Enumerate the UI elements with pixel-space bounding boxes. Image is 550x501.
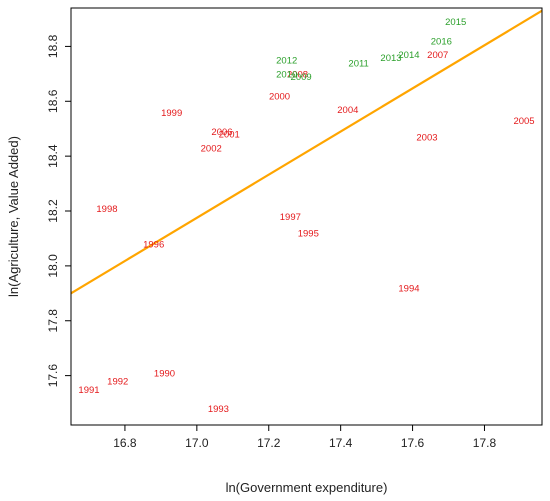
y-axis-ticks: 17.6 17.8 18.0 18.2 18.4 18.6 18.8 bbox=[46, 34, 71, 387]
point-label-2000: 2000 bbox=[269, 91, 290, 102]
point-label-2009: 2009 bbox=[291, 72, 312, 83]
x-axis-label: ln(Government expenditure) bbox=[226, 480, 388, 495]
plot-frame bbox=[70, 7, 543, 426]
y-tick-label: 18.0 bbox=[46, 254, 60, 278]
y-tick-label: 18.2 bbox=[46, 199, 60, 223]
x-tick-label: 17.4 bbox=[329, 436, 353, 450]
point-label-1993: 1993 bbox=[208, 404, 229, 415]
x-tick-label: 17.6 bbox=[401, 436, 425, 450]
regression-line bbox=[70, 9, 543, 295]
point-label-2005: 2005 bbox=[513, 116, 534, 127]
point-label-2007: 2007 bbox=[427, 50, 448, 61]
x-tick-label: 17.0 bbox=[185, 436, 209, 450]
point-label-1994: 1994 bbox=[398, 283, 419, 294]
point-label-2003: 2003 bbox=[416, 132, 437, 143]
point-label-1996: 1996 bbox=[143, 239, 164, 250]
point-label-2002: 2002 bbox=[201, 143, 222, 154]
fit-line-layer bbox=[70, 9, 543, 295]
point-label-2008: 2008 bbox=[287, 69, 308, 80]
point-label-2012: 2012 bbox=[276, 56, 297, 67]
y-axis-label: ln(Agriculture, Value Added) bbox=[6, 136, 21, 297]
x-tick-label: 17.8 bbox=[473, 436, 497, 450]
point-label-1990: 1990 bbox=[154, 368, 175, 379]
point-label-2016: 2016 bbox=[431, 36, 452, 47]
point-label-1995: 1995 bbox=[298, 228, 319, 239]
point-label-1998: 1998 bbox=[96, 204, 117, 215]
point-label-2010: 2010 bbox=[276, 69, 297, 80]
point-label-2015: 2015 bbox=[445, 17, 466, 28]
y-tick-label: 17.6 bbox=[46, 364, 60, 388]
point-label-1999: 1999 bbox=[161, 108, 182, 119]
point-label-2011: 2011 bbox=[348, 58, 368, 69]
y-tick-label: 18.6 bbox=[46, 89, 60, 113]
y-tick-label: 18.4 bbox=[46, 144, 60, 168]
point-label-2014: 2014 bbox=[398, 50, 419, 61]
point-label-1997: 1997 bbox=[280, 212, 301, 223]
point-label-1992: 1992 bbox=[107, 377, 128, 388]
point-labels-layer: 1990 1991 1992 1993 1994 1995 1996 1997 1998 1999… bbox=[78, 17, 534, 415]
y-tick-label: 17.8 bbox=[46, 309, 60, 333]
point-label-2013: 2013 bbox=[380, 53, 401, 64]
y-tick-label: 18.8 bbox=[46, 34, 60, 58]
point-label-2001: 2001 bbox=[219, 130, 240, 141]
point-label-1991: 1991 bbox=[78, 385, 99, 396]
point-label-2006: 2006 bbox=[211, 127, 232, 138]
x-axis-ticks: 16.8 17.0 17.2 17.4 17.6 17.8 bbox=[113, 425, 496, 450]
x-tick-label: 16.8 bbox=[113, 436, 137, 450]
point-label-2004: 2004 bbox=[337, 105, 358, 116]
x-tick-label: 17.2 bbox=[257, 436, 281, 450]
